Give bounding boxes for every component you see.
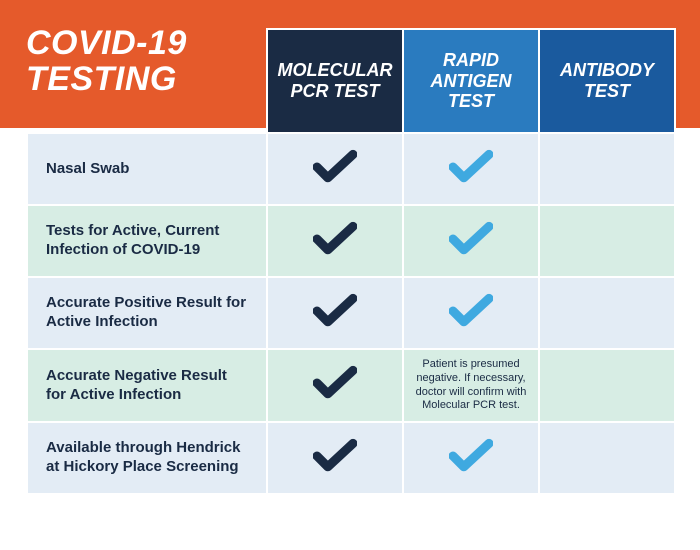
check-icon (449, 221, 493, 257)
check-icon (313, 221, 357, 257)
check-icon (313, 365, 357, 401)
check-icon (449, 293, 493, 329)
check-icon (313, 293, 357, 329)
table-row: Accurate Negative Result for Active Infe… (27, 349, 675, 422)
cell (267, 205, 403, 277)
row-label: Accurate Positive Result for Active Infe… (27, 277, 267, 349)
row-label: Available through Hendrick at Hickory Pl… (27, 422, 267, 494)
col-head-1: RAPIDANTIGENTEST (403, 29, 539, 133)
cell (267, 277, 403, 349)
check-icon (449, 438, 493, 474)
cell (403, 133, 539, 205)
check-icon (313, 438, 357, 474)
col-head-2-label: ANTIBODYTEST (560, 60, 654, 101)
table-row: Accurate Positive Result for Active Infe… (27, 277, 675, 349)
cell (539, 277, 675, 349)
cell (539, 133, 675, 205)
check-icon (449, 149, 493, 185)
table-row: Available through Hendrick at Hickory Pl… (27, 422, 675, 494)
cell (539, 422, 675, 494)
cell (403, 422, 539, 494)
cell (267, 422, 403, 494)
row-label: Nasal Swab (27, 133, 267, 205)
cell (267, 133, 403, 205)
col-head-0: MOLECULARPCR TEST (267, 29, 403, 133)
cell-note: Patient is presumed negative. If necessa… (408, 356, 534, 415)
cell (539, 349, 675, 422)
row-label: Accurate Negative Result for Active Infe… (27, 349, 267, 422)
check-icon (313, 149, 357, 185)
infographic-root: COVID-19 TESTING MOLECULARPCR TEST RAPID… (0, 0, 700, 550)
cell (403, 205, 539, 277)
cell (267, 349, 403, 422)
table-body: Nasal SwabTests for Active, Current Infe… (27, 133, 675, 494)
table-row: Nasal Swab (27, 133, 675, 205)
cell (403, 277, 539, 349)
col-head-1-label: RAPIDANTIGENTEST (431, 50, 512, 111)
table-row: Tests for Active, Current Infection of C… (27, 205, 675, 277)
comparison-table-wrap: MOLECULARPCR TEST RAPIDANTIGENTEST ANTIB… (26, 28, 674, 495)
corner-cell (27, 29, 267, 133)
cell: Patient is presumed negative. If necessa… (403, 349, 539, 422)
row-label: Tests for Active, Current Infection of C… (27, 205, 267, 277)
comparison-table: MOLECULARPCR TEST RAPIDANTIGENTEST ANTIB… (26, 28, 676, 495)
col-head-0-label: MOLECULARPCR TEST (278, 60, 393, 101)
cell (539, 205, 675, 277)
col-head-2: ANTIBODYTEST (539, 29, 675, 133)
